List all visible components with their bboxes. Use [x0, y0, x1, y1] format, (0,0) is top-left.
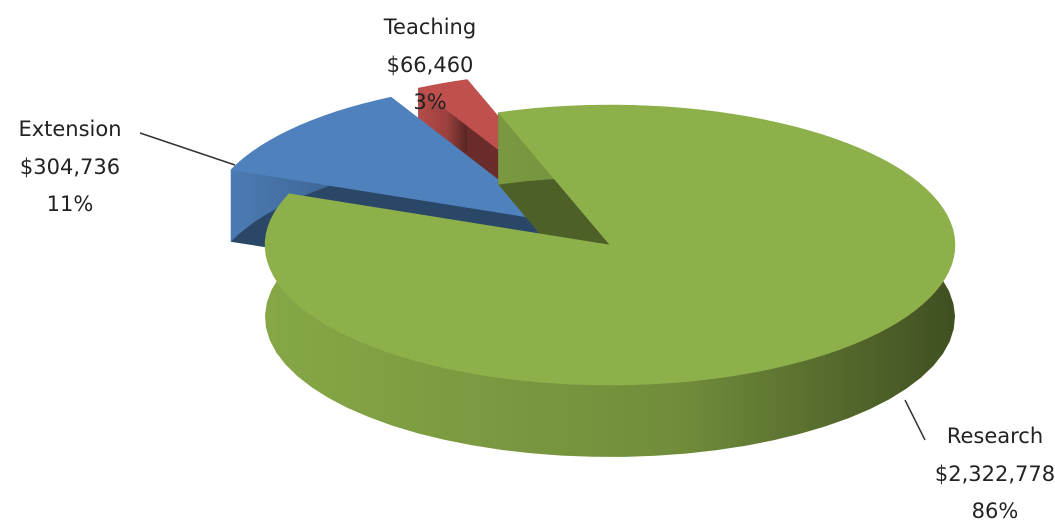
category-label: Teaching	[383, 15, 476, 39]
pie	[230, 79, 956, 457]
slice-top	[264, 104, 956, 386]
category-label: Research	[947, 424, 1043, 448]
leader-line	[139, 132, 236, 166]
category-label: Extension	[18, 117, 121, 141]
value-label: $66,460	[387, 53, 474, 77]
value-label: $304,736	[20, 155, 120, 179]
leader-line	[904, 399, 926, 441]
value-label: $2,322,778	[935, 462, 1055, 486]
slice-top	[230, 96, 553, 222]
labels: Research $2,322,778 86% Extension $304,736 11…	[18, 15, 1055, 523]
slice	[264, 104, 956, 457]
percent-label: 86%	[972, 499, 1019, 523]
percent-label: 11%	[47, 192, 94, 216]
percent-label: 3%	[413, 90, 446, 114]
